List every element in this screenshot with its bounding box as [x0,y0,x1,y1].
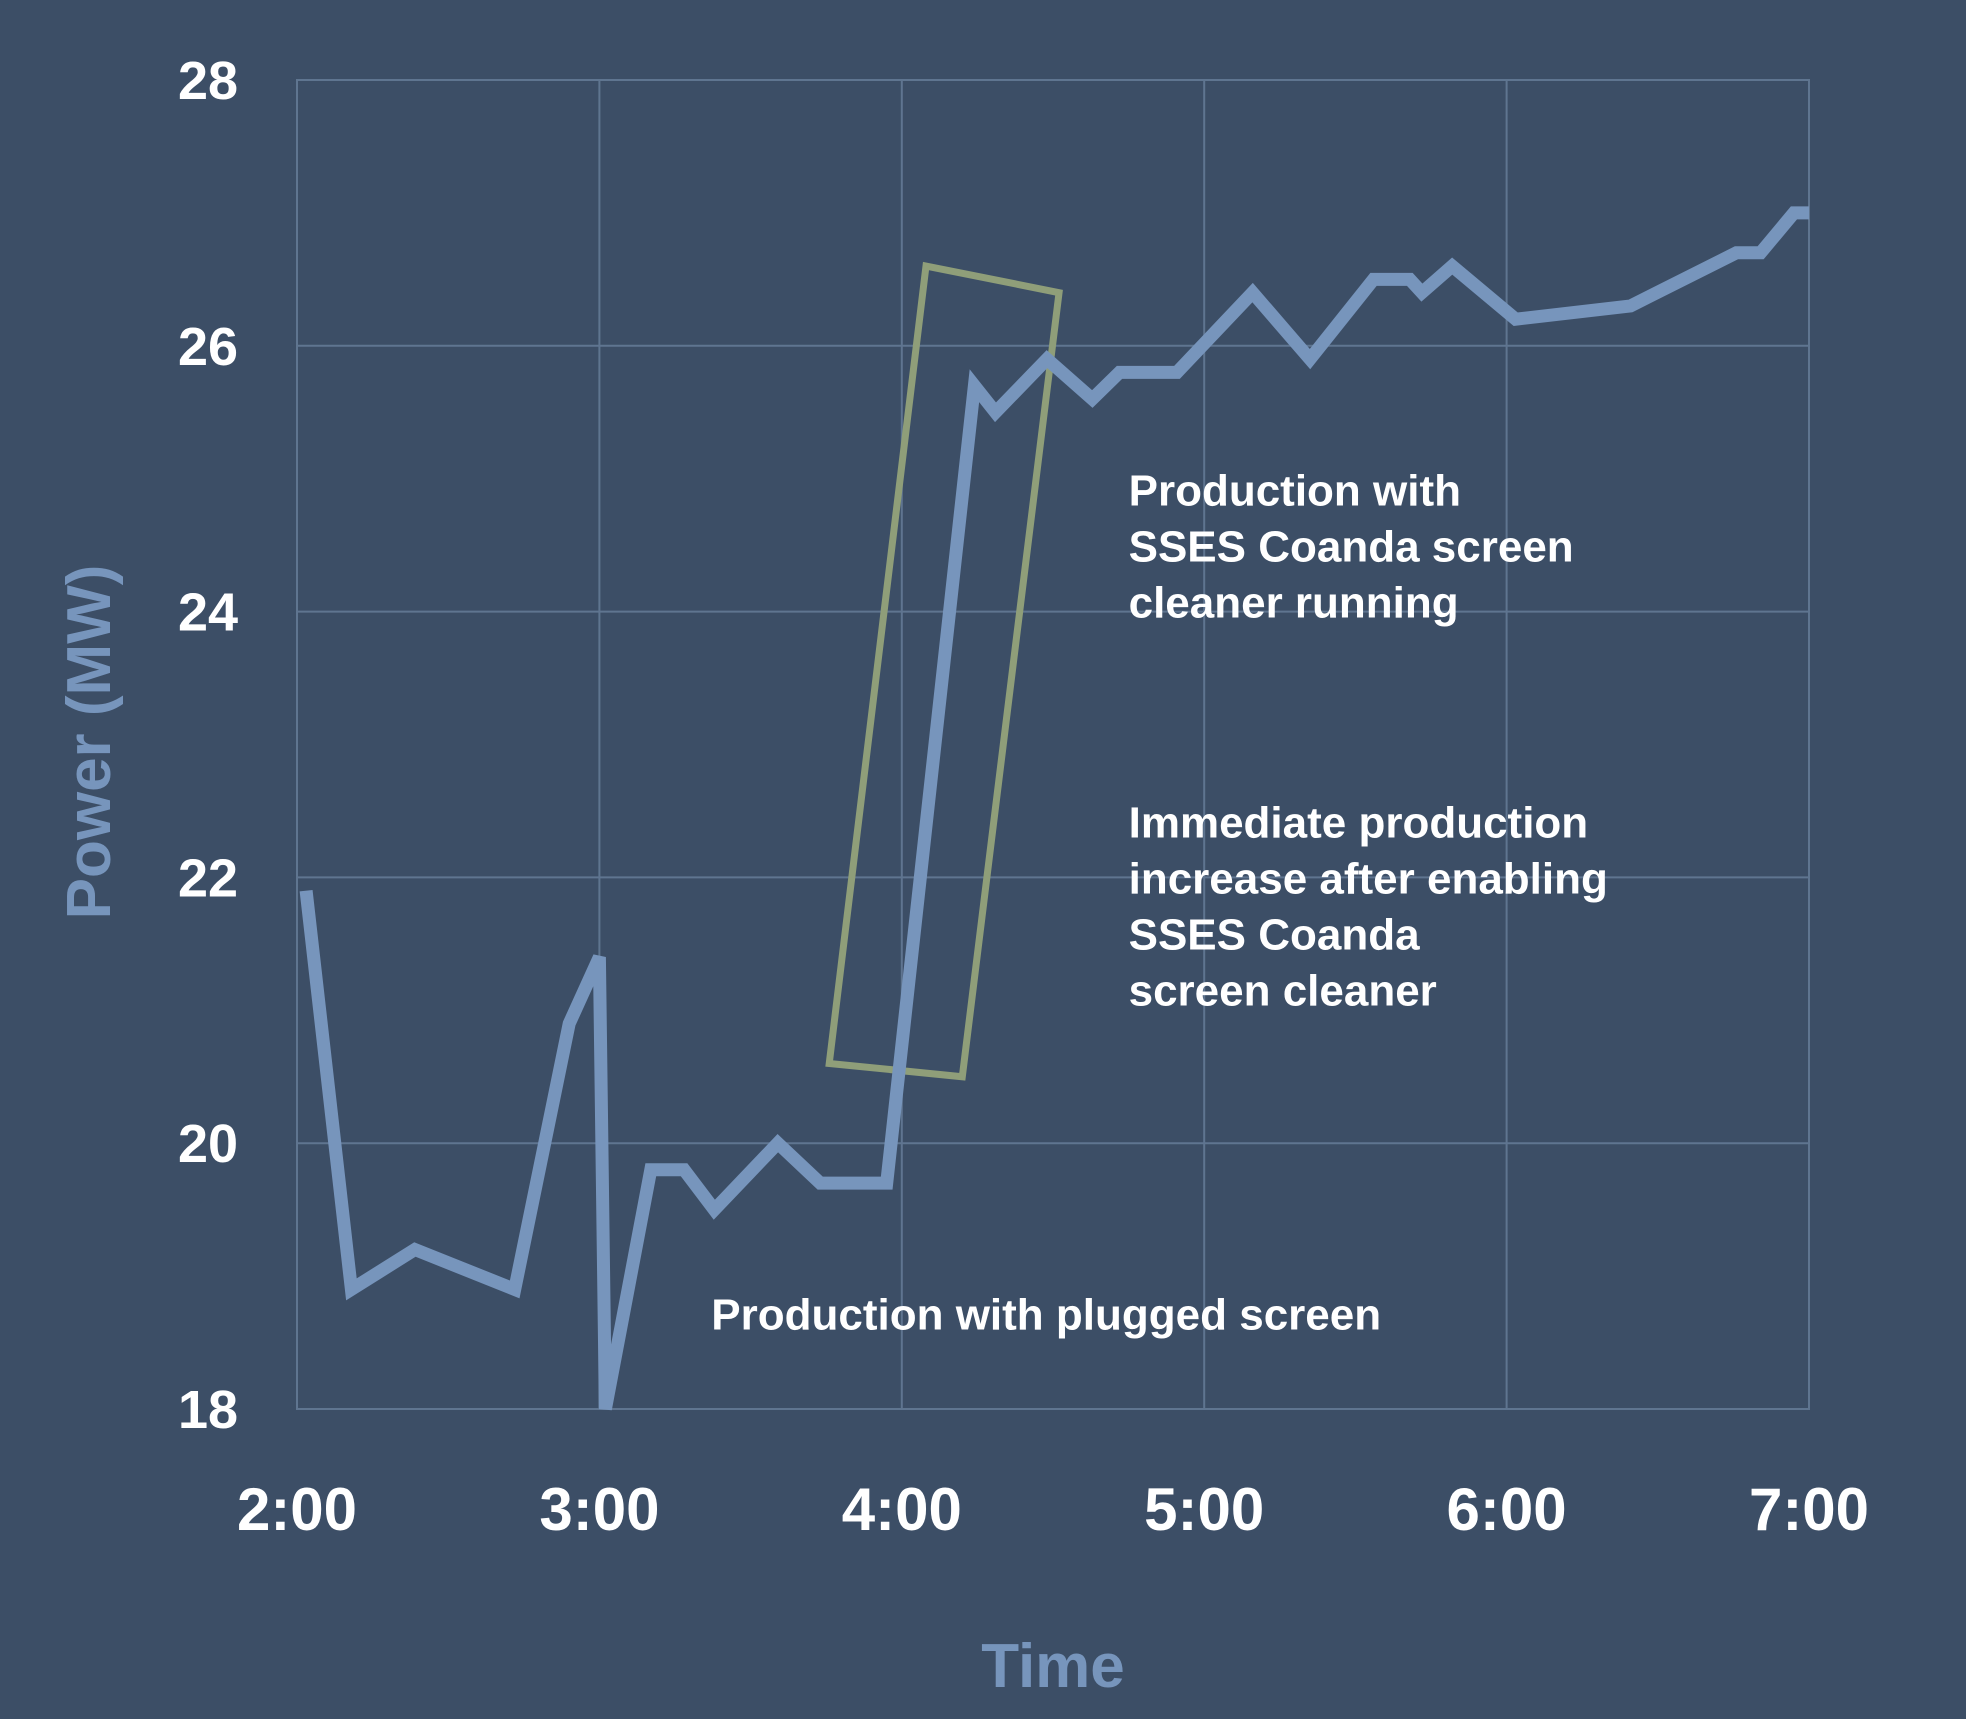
series-layer [299,206,1810,1411]
data-point [1092,398,1093,399]
data-point [514,1289,515,1290]
y-tick-label: 18 [178,1380,238,1440]
data-point [820,1183,821,1184]
annotation-plugged: Production with plugged screen [711,1290,1381,1339]
x-tick-label: 7:00 [1749,1476,1869,1543]
y-tick-label: 20 [178,1114,238,1174]
y-tick-label: 28 [178,51,238,111]
data-point [1515,319,1516,320]
x-tick-label: 3:00 [539,1476,659,1543]
x-tick-label: 5:00 [1144,1476,1264,1543]
plot-frame [296,79,1810,1410]
data-point [995,412,996,413]
series-line-power [299,206,1809,1411]
annotation-line: increase after enabling [1129,855,1608,904]
data-point [777,1143,778,1144]
annotation-line: SSES Coanda screen [1129,522,1574,571]
data-point [1421,292,1422,293]
x-tick-label: 6:00 [1447,1476,1567,1543]
data-point [1793,212,1794,213]
data-point [1760,252,1761,253]
annotation-line: Production with plugged screen [711,1290,1381,1339]
grid [296,79,1810,1410]
y-axis-title: Power (MW) [55,565,124,920]
x-axis-title: Time [981,1632,1125,1701]
data-point [1809,212,1810,213]
y-tick-label: 24 [178,583,238,643]
data-point [1046,359,1047,360]
data-point [1452,266,1453,267]
annotation-line: Immediate production [1129,799,1589,848]
highlight-box [825,261,1063,1081]
data-point [974,385,975,386]
data-point [1310,359,1311,360]
data-point [414,1249,415,1250]
data-point [599,957,600,958]
data-point [306,890,307,891]
data-point [714,1209,715,1210]
x-tick-label: 2:00 [237,1476,357,1543]
highlight-layer [825,261,1063,1081]
annotation-line: Production with [1129,466,1461,515]
data-point [605,1409,606,1410]
tick-labels: 2:00 3:00 4:00 5:00 6:00 7:00 18 20 22 24 26 28 [178,51,1869,1543]
y-tick-label: 22 [178,848,238,908]
y-tick-label: 26 [178,317,238,377]
data-point [1736,252,1737,253]
data-point [886,1183,887,1184]
x-tick-label: 4:00 [842,1476,962,1543]
data-point [351,1289,352,1290]
annotation-line: screen cleaner [1129,967,1437,1016]
annotation-line: cleaner running [1129,578,1459,627]
data-point [1409,279,1410,280]
data-point [1373,279,1374,280]
data-point [1119,372,1120,373]
annotation-line: SSES Coanda [1129,911,1420,960]
annotation-increase: Immediate production increase after enabl… [1129,799,1608,1016]
annotations: Production with SSES Coanda screen cleaner… [711,466,1608,1339]
data-point [1630,305,1631,306]
data-point [650,1169,651,1170]
data-point [569,1023,570,1024]
data-point [1252,292,1253,293]
data-point [684,1169,685,1170]
data-point [1176,372,1177,373]
annotation-running: Production with SSES Coanda screen cleaner… [1129,466,1574,627]
